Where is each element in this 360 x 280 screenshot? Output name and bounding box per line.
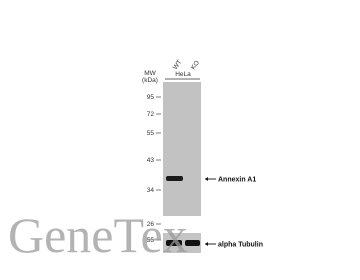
mw-label: MW (144, 70, 156, 77)
blot-figure: HeLa WT KO MW (kDa) 95 72 55 43 34 26 55… (0, 0, 360, 280)
marker-label: 55 (147, 130, 155, 137)
marker-label: 34 (147, 187, 155, 194)
upper-blot (163, 82, 201, 216)
marker-label: 95 (147, 94, 155, 101)
cell-line: HeLa (175, 71, 191, 78)
watermark: GeneTex (8, 207, 188, 263)
marker-label: 72 (147, 111, 155, 118)
band-label: Annexin A1 (218, 177, 256, 184)
band-label: alpha Tubulin (218, 242, 263, 249)
annexin-band (166, 176, 183, 181)
mw-label: (kDa) (142, 77, 158, 84)
marker-label: 43 (147, 157, 155, 164)
